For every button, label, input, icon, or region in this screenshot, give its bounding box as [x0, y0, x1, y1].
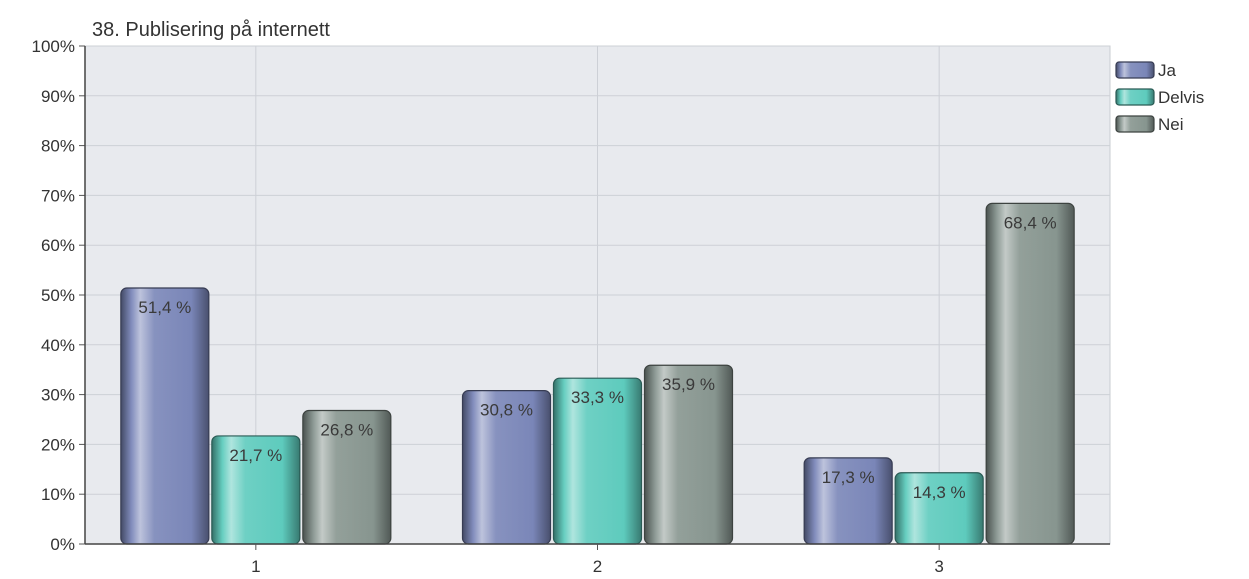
data-label: 51,4 %	[138, 298, 191, 317]
x-tick-label: 3	[934, 557, 943, 576]
legend-swatch	[1115, 115, 1155, 133]
legend-label: Delvis	[1158, 88, 1204, 107]
data-label: 35,9 %	[662, 375, 715, 394]
y-tick-label: 20%	[41, 435, 75, 454]
y-tick-label: 100%	[32, 37, 75, 56]
bars	[120, 202, 1075, 545]
bar	[120, 287, 210, 545]
x-axis: 1 2 3	[84, 46, 1110, 576]
data-labels: 51,4 % 21,7 % 26,8 % 30,8 % 33,3 % 35,9 % 17,3…	[138, 213, 1056, 501]
y-tick-label: 30%	[41, 386, 75, 405]
y-tick-label: 10%	[41, 485, 75, 504]
legend-swatch	[1115, 88, 1155, 106]
y-tick-label: 50%	[41, 286, 75, 305]
y-tick-label: 80%	[41, 137, 75, 156]
legend-item: Delvis	[1115, 88, 1204, 107]
data-label: 14,3 %	[913, 483, 966, 502]
legend-swatch	[1115, 61, 1155, 79]
legend-label: Ja	[1158, 61, 1177, 80]
y-tick-label: 0%	[50, 535, 75, 554]
data-label: 21,7 %	[229, 446, 282, 465]
data-label: 68,4 %	[1004, 213, 1057, 232]
x-tick-label: 1	[251, 557, 260, 576]
data-label: 30,8 %	[480, 401, 533, 420]
x-tick-label: 2	[593, 557, 602, 576]
data-label: 26,8 %	[320, 421, 373, 440]
y-tick-label: 60%	[41, 236, 75, 255]
y-tick-label: 90%	[41, 87, 75, 106]
legend-item: Ja	[1115, 61, 1177, 80]
y-tick-label: 40%	[41, 336, 75, 355]
legend: Ja Delvis Nei	[1115, 61, 1204, 134]
chart-title: 38. Publisering på internett	[92, 19, 330, 41]
data-label: 33,3 %	[571, 388, 624, 407]
y-axis: 0% 10% 20% 30% 40% 50% 60% 70% 80% 90% 100%	[32, 37, 85, 554]
legend-label: Nei	[1158, 115, 1184, 134]
legend-item: Nei	[1115, 115, 1184, 134]
bar	[985, 202, 1075, 545]
y-tick-label: 70%	[41, 186, 75, 205]
data-label: 17,3 %	[822, 468, 875, 487]
